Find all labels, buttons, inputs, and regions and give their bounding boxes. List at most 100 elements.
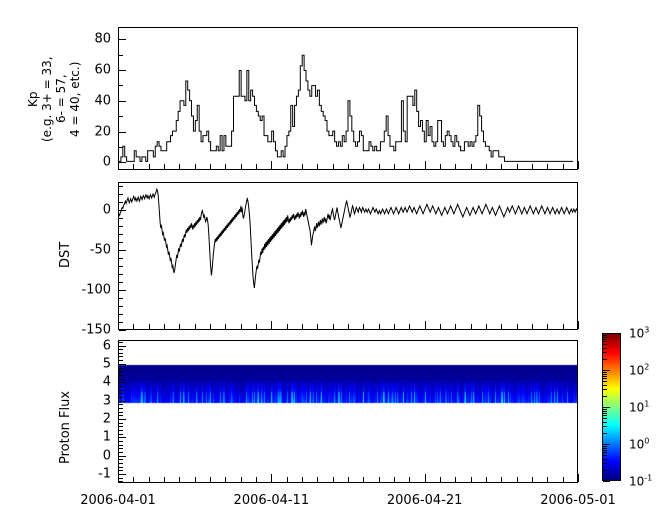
pf-minor-tick	[119, 371, 123, 372]
kp-xtick	[241, 164, 242, 169]
dst-plot-area	[118, 182, 578, 330]
colorbar-minor-tick	[603, 450, 607, 451]
pf-xtick	[532, 477, 533, 482]
pf-major-tick-4	[119, 401, 126, 402]
pf-xtick	[394, 477, 395, 482]
pf-minor-tick	[119, 342, 123, 343]
pf-ytick-0: -1	[98, 466, 111, 482]
dst-minor-tick	[119, 234, 123, 235]
pf-major-tick-5	[119, 382, 126, 383]
pf-xtick	[440, 477, 441, 482]
kp-xtick	[563, 164, 564, 169]
pf-minor-tick	[119, 430, 123, 431]
pf-xtick	[164, 477, 165, 482]
dst-xtick	[440, 324, 441, 329]
pf-minor-tick	[119, 452, 123, 453]
kp-major-tick-4	[119, 39, 126, 40]
pf-minor-tick	[119, 353, 123, 354]
colorbar-minor-tick	[603, 415, 607, 416]
kp-xtick	[179, 164, 180, 169]
pf-minor-tick	[119, 349, 123, 350]
pf-xtick	[149, 477, 150, 482]
kp-minor-tick	[119, 147, 123, 148]
pf-ytick-2: 1	[102, 429, 111, 445]
kp-xtick	[164, 164, 165, 169]
pf-xtick	[348, 477, 349, 482]
colorbar-minor-tick	[603, 389, 607, 390]
pf-minor-tick	[119, 356, 123, 357]
pf-minor-tick	[119, 478, 123, 479]
dst-xtick	[486, 324, 487, 329]
dst-minor-tick	[119, 282, 123, 283]
kp-axis-label-line-2: 6- = 57,	[54, 74, 68, 124]
dst-ytick-2: -50	[89, 242, 111, 258]
pf-ytick-3: 2	[102, 411, 111, 427]
kp-major-tick-2	[119, 101, 126, 102]
kp-ytick-1: 20	[94, 124, 111, 140]
colorbar-minor-tick	[603, 459, 607, 460]
pf-xtick	[256, 477, 257, 482]
colorbar-minor-tick	[603, 359, 607, 360]
colorbar-minor-tick	[603, 372, 607, 373]
dst-minor-tick	[119, 258, 123, 259]
kp-axis-label-line-1: (e.g. 3+ = 33,	[40, 56, 54, 142]
colorbar-major-tick-4	[603, 333, 610, 334]
colorbar-minor-tick	[603, 376, 607, 377]
pf-xtick	[471, 477, 472, 482]
kp-xtick	[333, 164, 334, 169]
kp-xtick	[409, 164, 410, 169]
colorbar-minor-tick	[603, 378, 607, 379]
kp-major-tick-1	[119, 132, 126, 133]
kp-xtick	[225, 164, 226, 169]
proton-flux-axis-label: Proton Flux	[58, 390, 73, 464]
pf-minor-tick	[119, 390, 123, 391]
kp-xtick	[578, 161, 579, 169]
colorbar-major-tick-2	[603, 407, 610, 408]
colorbar-minor-tick	[603, 348, 607, 349]
dst-major-tick-1	[119, 290, 126, 291]
colorbar-minor-tick	[603, 344, 607, 345]
pf-minor-tick	[119, 467, 123, 468]
pf-xtick	[287, 477, 288, 482]
dst-minor-tick	[119, 314, 123, 315]
kp-xtick	[302, 164, 303, 169]
pf-major-tick-1	[119, 456, 126, 457]
pf-minor-tick	[119, 360, 123, 361]
kp-xtick	[348, 164, 349, 169]
xaxis-tick-3: 2006-05-01	[540, 493, 616, 508]
pf-minor-tick	[119, 412, 123, 413]
pf-ytick-7: 6	[102, 338, 111, 353]
dst-xtick	[164, 324, 165, 329]
colorbar-minor-tick	[603, 339, 607, 340]
dst-xtick	[287, 324, 288, 329]
pf-minor-tick	[119, 459, 123, 460]
dst-xtick	[563, 324, 564, 329]
dst-major-tick-2	[119, 250, 126, 251]
pf-xtick	[317, 477, 318, 482]
colorbar-minor-tick	[603, 418, 607, 419]
pf-minor-tick	[119, 441, 123, 442]
colorbar-minor-tick	[603, 385, 607, 386]
dst-minor-tick	[119, 194, 123, 195]
kp-xtick	[287, 164, 288, 169]
dst-xtick	[317, 324, 318, 329]
dst-major-tick-0	[119, 330, 126, 331]
dst-xtick	[241, 324, 242, 329]
dst-xtick	[501, 324, 502, 329]
dst-ytick-3: 0	[102, 202, 111, 218]
kp-xtick	[517, 164, 518, 169]
pf-xtick	[547, 477, 548, 482]
kp-major-tick-3	[119, 70, 126, 71]
dst-xtick	[379, 324, 380, 329]
dst-xtick	[149, 324, 150, 329]
pf-xtick	[578, 474, 579, 482]
kp-ytick-4: 80	[94, 31, 111, 47]
dst-xtick	[271, 321, 272, 329]
colorbar-tick-0: 10-1	[629, 473, 653, 489]
colorbar-minor-tick	[603, 470, 607, 471]
dst-ytick-1: -100	[81, 282, 111, 298]
colorbar-minor-tick	[603, 335, 607, 336]
kp-xtick	[532, 164, 533, 169]
dst-data-trace	[119, 189, 577, 288]
dst-minor-tick	[119, 306, 123, 307]
